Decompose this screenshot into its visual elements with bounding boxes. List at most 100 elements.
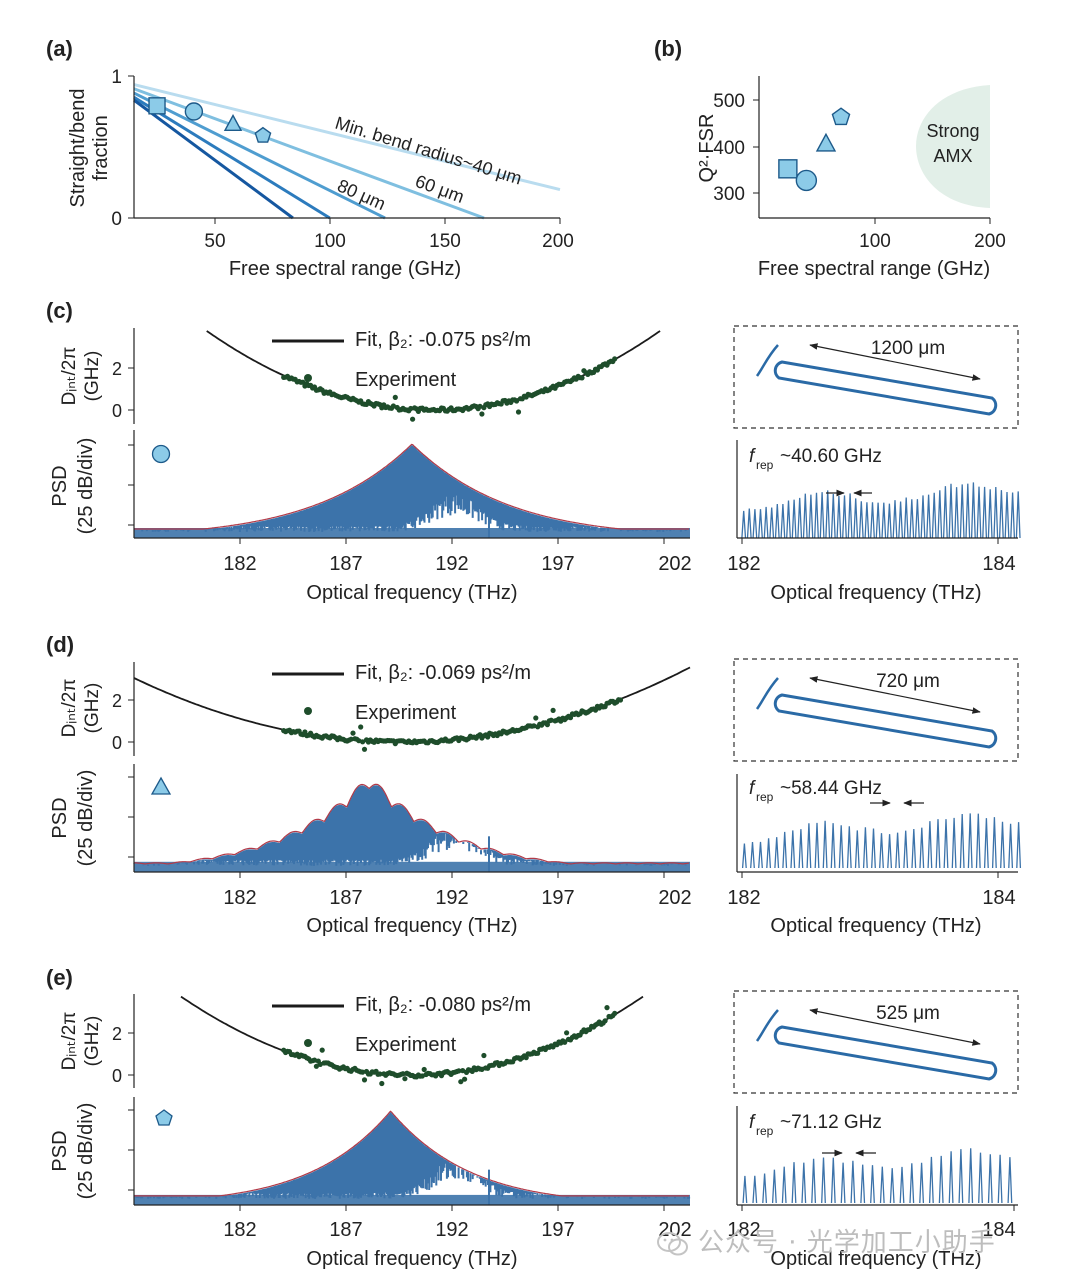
panel-d-xtick-label-197: 197	[541, 887, 574, 909]
d-dint-experiment-point	[360, 739, 366, 745]
c-dint-experiment-point	[579, 375, 585, 381]
d-dint-experiment-point	[348, 736, 354, 742]
panel-e-dint-ylabel: Dᵢₙₜ/2π	[59, 1012, 80, 1071]
panel-e-bus-waveguide	[755, 1009, 779, 1042]
panel-b-point-triangle	[815, 132, 837, 152]
panel-d-xlabel: Optical frequency (THz)	[306, 915, 517, 937]
panel-c-xtick-label-197: 197	[541, 553, 574, 575]
panel-e-ytick-label-2: 2	[112, 1024, 122, 1044]
panel-b-xlabel: Free spectral range (GHz)	[758, 258, 990, 280]
panel-c-zoom-xlabel: Optical frequency (THz)	[770, 582, 981, 604]
e-dint-experiment-point	[360, 1069, 366, 1075]
panel-d-triangle-marker	[150, 776, 172, 795]
e-psd-envelope	[134, 1110, 690, 1197]
e-dint-experiment-point	[479, 1066, 485, 1072]
panel-a-ylabel-line2: fraction	[90, 115, 112, 181]
panel-e-zoom-xtick-label-182: 182	[727, 1219, 760, 1241]
panel-c-xlabel: Optical frequency (THz)	[306, 582, 517, 604]
panel-b-region-line1: Strong	[926, 121, 979, 141]
panel-c-dint-ylabel: Dᵢₙₜ/2π	[59, 347, 80, 406]
panel-a-marker-circle	[184, 102, 204, 121]
c-psd-envelope	[134, 443, 690, 530]
c-dint-experiment-point	[612, 356, 618, 362]
c-dint-experiment-point	[514, 398, 520, 404]
d-dint-experiment-point	[533, 715, 539, 721]
panel-e-zoom-xlabel: Optical frequency (THz)	[770, 1248, 981, 1270]
c-psd-spectrum	[141, 445, 687, 532]
panel-b-ytick-label-400: 400	[713, 138, 745, 159]
e-dint-experiment-point	[456, 1068, 462, 1074]
panel-e-length-label: 525 μm	[876, 1003, 940, 1024]
panel-d-resonator-ring	[773, 693, 998, 749]
panel-e-xlabel: Optical frequency (THz)	[306, 1248, 517, 1270]
panel-a-xtick-label-50: 50	[204, 231, 225, 252]
panel-e-xticks	[239, 1205, 665, 1211]
panel-d-experiment-label: Experiment	[355, 702, 457, 724]
panel-a-ytick-label-1: 1	[111, 67, 122, 88]
panel-c-psd-ylabel: PSD	[49, 465, 71, 506]
c-dint-experiment-point	[410, 416, 416, 422]
panel-e-zoom-xtick-label-184: 184	[982, 1219, 1015, 1241]
panel-c-length-arrow	[809, 343, 981, 381]
panel-c-ytick-label-2: 2	[112, 359, 122, 379]
panel-e-length-arrow	[809, 1008, 981, 1046]
panel-d-dint-unit: (GHz)	[82, 683, 103, 734]
e-dint-experiment-point	[535, 1050, 541, 1056]
c-dint-experiment-point	[477, 403, 483, 409]
e-dint-experiment-point	[462, 1076, 468, 1082]
panel-b-point-square	[778, 159, 798, 179]
d-dint-experiment-point	[350, 730, 356, 736]
panel-e-xtick-label-192: 192	[435, 1219, 468, 1241]
d-dint-experiment-point	[544, 722, 551, 728]
panel-e-experiment-legend-dot	[304, 1039, 312, 1047]
panel-a-series-line-4	[133, 98, 294, 220]
panel-e-xtick-label-197: 197	[541, 1219, 574, 1241]
panel-d-length-label: 720 μm	[876, 671, 940, 692]
e-dint-experiment-point	[400, 1071, 406, 1077]
panel-b-point-pentagon	[831, 107, 851, 126]
panel-b-ytick-label-300: 300	[713, 184, 745, 205]
e-dint-experiment-point	[564, 1030, 570, 1036]
c-psd-floor	[134, 528, 690, 538]
e-dint-experiment-point	[604, 1005, 610, 1011]
e-dint-experiment-point	[562, 1039, 568, 1045]
panel-b-amx-region	[916, 85, 990, 208]
panel-b-point-circle	[795, 169, 818, 192]
panel-c-xtick-label-182: 182	[223, 553, 256, 575]
watermark: 公众号 · 光学加工小助手	[656, 1222, 996, 1259]
panel-d-zoom-xtick-label-182: 182	[727, 887, 760, 909]
panel-b-xtick-label-200: 200	[974, 231, 1006, 252]
panel-e-xtick-label-182: 182	[223, 1219, 256, 1241]
panel-c-frep-value: ~40.60 GHz	[780, 446, 882, 467]
c-dint-experiment-point	[408, 405, 414, 412]
panel-d-xtick-label-187: 187	[329, 887, 362, 909]
panel-e-fit-label: Fit, β₂: -0.080 ps²/m	[355, 994, 531, 1016]
panel-e-resonator-inset: 525 μm	[733, 990, 1019, 1094]
panel-e-frep-value: ~71.12 GHz	[780, 1112, 882, 1133]
e-dint-experiment-point	[458, 1079, 464, 1085]
panel-c-frep-sub: rep	[756, 458, 774, 472]
panel-a-xtick-label-150: 150	[429, 231, 461, 252]
panel-d-dint-ylabel: Dᵢₙₜ/2π	[59, 679, 80, 738]
panel-d-psd-ylabel: PSD	[49, 797, 71, 838]
panel-a-marker-square	[148, 97, 166, 115]
wechat-icon	[657, 1231, 688, 1255]
c-zoom-comb-lines	[741, 482, 1021, 539]
panel-c-ytick-label-0: 0	[112, 401, 122, 421]
panel-d-experiment-legend-dot	[304, 707, 312, 715]
panel-a-markers	[148, 97, 272, 143]
e-dint-experiment-point	[313, 1063, 319, 1069]
e-psd-spectrum	[135, 1112, 691, 1199]
e-dint-experiment-point	[379, 1080, 385, 1087]
panel-d-ytick-label-2: 2	[112, 691, 122, 711]
e-dint-experiment-point	[602, 1018, 608, 1024]
panel-d-resonator-inset: 720 μm	[733, 658, 1019, 762]
panel-b-ylabel: Q²·FSR	[696, 114, 718, 183]
panel-e-ytick-label-0: 0	[112, 1066, 122, 1086]
panel-a-xlabel: Free spectral range (GHz)	[229, 258, 461, 280]
panel-a-label: (a)	[46, 36, 73, 61]
e-dint-experiment-point	[361, 1077, 368, 1083]
panel-c-length-label: 1200 μm	[871, 338, 945, 359]
d-psd-envelope	[133, 783, 690, 865]
panel-a-series-line-3	[133, 96, 331, 220]
